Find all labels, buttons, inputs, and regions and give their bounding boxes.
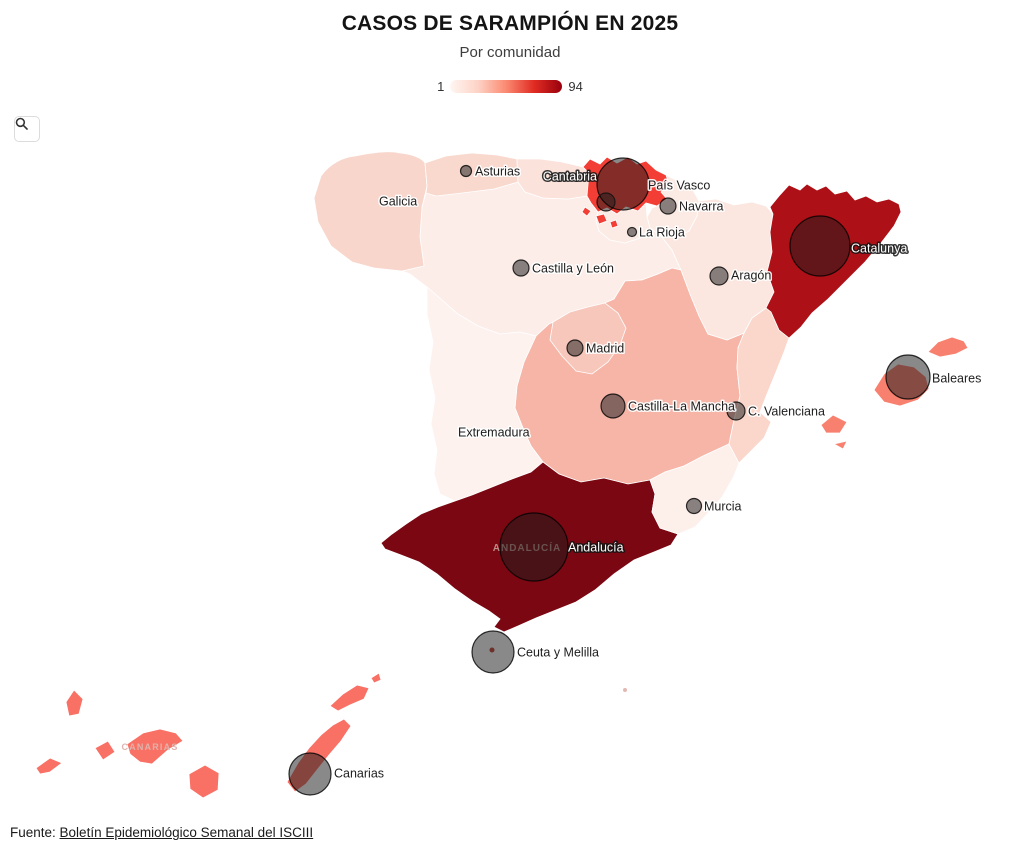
label-asturias: Asturias: [475, 164, 520, 178]
label-c-valenciana: C. Valenciana: [748, 404, 825, 418]
island-el-hierro[interactable]: [35, 757, 63, 775]
region-madrid[interactable]: [549, 302, 627, 375]
label-castilla-y-leon: Castilla y León: [532, 261, 614, 275]
label-madrid: Madrid: [586, 341, 624, 355]
island-la-graciosa[interactable]: [370, 672, 382, 684]
region-asturias[interactable]: [424, 152, 519, 197]
marker-catalunya[interactable]: [789, 215, 851, 277]
region-pais-vasco-fragment[interactable]: [581, 206, 592, 217]
marker-murcia[interactable]: [685, 497, 703, 515]
search-icon: [15, 117, 28, 130]
marker-andalucia[interactable]: [499, 512, 569, 582]
region-murcia[interactable]: [649, 443, 740, 535]
source-link[interactable]: Boletín Epidemiológico Semanal del ISCII…: [59, 825, 314, 840]
label-murcia: Murcia: [704, 499, 742, 513]
island-la-gomera[interactable]: [94, 740, 116, 761]
watermark-canarias: CANARIAS: [121, 742, 178, 752]
marker-castilla-la-mancha[interactable]: [600, 393, 626, 419]
chart-header: CASOS DE SARAMPIÓN EN 2025 Por comunidad: [0, 0, 1020, 61]
label-navarra: Navarra: [679, 199, 724, 213]
legend-min-label: 1: [437, 79, 445, 94]
marker-baleares[interactable]: [885, 354, 931, 400]
color-legend: 1 94: [0, 79, 1020, 94]
label-cantabria: Cantabria: [543, 169, 597, 183]
label-layer: Asturias Galicia Cantabria País Vasco Na…: [333, 163, 983, 782]
island-menorca[interactable]: [927, 336, 969, 358]
marker-madrid[interactable]: [566, 339, 584, 357]
region-pais-vasco-fragment[interactable]: [609, 219, 619, 229]
marker-layer: [288, 157, 931, 796]
legend-max-label: 94: [568, 79, 583, 94]
label-baleares: Baleares: [932, 371, 981, 385]
marker-asturias[interactable]: [459, 164, 473, 178]
island-la-palma[interactable]: [65, 689, 84, 717]
search-button[interactable]: [14, 116, 40, 142]
marker-la-rioja[interactable]: [626, 226, 638, 238]
island-ibiza[interactable]: [820, 414, 848, 434]
legend-gradient-bar: [450, 80, 563, 93]
marker-c-valenciana[interactable]: [726, 401, 746, 421]
marker-pais-vasco[interactable]: [596, 157, 650, 211]
label-castilla-la-mancha: Castilla-La Mancha: [628, 399, 735, 413]
region-galicia[interactable]: [313, 151, 428, 272]
marker-ceuta-y-melilla[interactable]: [471, 630, 515, 674]
marker-aragon[interactable]: [709, 266, 729, 286]
marker-canarias[interactable]: [288, 752, 332, 796]
label-pais-vasco: País Vasco: [648, 178, 710, 192]
label-la-rioja: La Rioja: [639, 225, 685, 239]
label-andalucia: Andalucía: [568, 540, 624, 554]
marker-navarra[interactable]: [659, 197, 677, 215]
island-lanzarote[interactable]: [329, 684, 370, 712]
island-formentera[interactable]: [832, 440, 848, 450]
label-canarias: Canarias: [334, 766, 384, 780]
label-aragon: Aragón: [731, 268, 771, 282]
label-extremadura: Extremadura: [458, 425, 530, 439]
label-galicia: Galicia: [379, 194, 417, 208]
region-pais-vasco-fragment[interactable]: [595, 213, 608, 225]
label-catalunya: Catalunya: [851, 241, 907, 255]
source-line: Fuente: Boletín Epidemiológico Semanal d…: [10, 825, 313, 840]
region-melilla-dot[interactable]: [623, 688, 627, 692]
island-gran-canaria[interactable]: [188, 764, 220, 799]
island-tenerife[interactable]: [126, 728, 184, 765]
chart-subtitle: Por comunidad: [459, 44, 561, 61]
chart-title: CASOS DE SARAMPIÓN EN 2025: [341, 12, 679, 35]
marker-castilla-y-leon[interactable]: [512, 259, 530, 277]
source-prefix: Fuente:: [10, 825, 56, 840]
label-ceuta-y-melilla: Ceuta y Melilla: [517, 645, 599, 659]
